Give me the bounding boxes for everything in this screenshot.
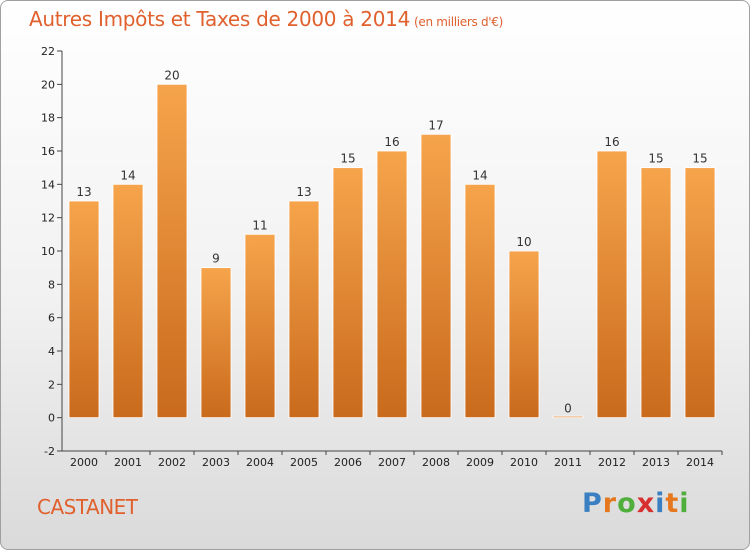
bar <box>68 200 100 419</box>
x-tick-label: 2009 <box>466 456 494 469</box>
data-label: 15 <box>648 152 663 166</box>
bar <box>640 167 672 419</box>
data-label: 17 <box>428 118 443 132</box>
logo-letter: i <box>679 488 690 519</box>
bar <box>112 183 144 419</box>
logo-letter: t <box>665 488 680 519</box>
bar <box>376 150 408 419</box>
data-label: 15 <box>692 152 707 166</box>
y-tick-label: 8 <box>48 278 55 291</box>
x-tick-label: 2007 <box>378 456 406 469</box>
y-tick-label: 18 <box>41 112 55 125</box>
logo-letter: P <box>582 488 603 519</box>
y-tick-label: 0 <box>48 412 55 425</box>
y-tick-label: -2 <box>44 445 55 458</box>
x-tick-label: 2013 <box>642 456 670 469</box>
bar <box>464 183 496 419</box>
y-tick-label: 2 <box>48 378 55 391</box>
x-tick-label: 2002 <box>158 456 186 469</box>
title-text: Autres Impôts et Taxes de 2000 à 2014 <box>29 7 410 31</box>
data-label: 0 <box>564 402 572 416</box>
data-label: 9 <box>212 252 220 266</box>
bar <box>244 233 276 419</box>
data-label: 14 <box>120 168 135 182</box>
y-tick-label: 22 <box>41 45 55 58</box>
x-tick-label: 2012 <box>598 456 626 469</box>
bar <box>156 83 188 419</box>
logo-letter: i <box>655 488 666 519</box>
x-tick-label: 2008 <box>422 456 450 469</box>
bar <box>200 267 232 419</box>
y-tick-label: 6 <box>48 312 55 325</box>
x-tick-label: 2001 <box>114 456 142 469</box>
data-label: 20 <box>164 68 179 82</box>
bar <box>508 250 540 419</box>
x-tick-label: 2005 <box>290 456 318 469</box>
commune-name: CASTANET <box>37 495 138 519</box>
y-tick-label: 12 <box>41 212 55 225</box>
data-label: 13 <box>76 185 91 199</box>
y-tick-label: 14 <box>41 178 55 191</box>
data-label: 11 <box>252 218 267 232</box>
unit-note: (en milliers d'€) <box>414 15 504 29</box>
bar <box>288 200 320 419</box>
logo-letter: x <box>636 488 656 519</box>
y-tick-label: 20 <box>41 78 55 91</box>
data-label: 13 <box>296 185 311 199</box>
data-label: 15 <box>340 152 355 166</box>
x-tick-label: 2014 <box>686 456 714 469</box>
data-label: 16 <box>384 135 399 149</box>
y-tick-label: 10 <box>41 245 55 258</box>
data-label: 16 <box>604 135 619 149</box>
x-tick-label: 2004 <box>246 456 274 469</box>
bar <box>420 133 452 419</box>
logo-letter: r <box>602 488 618 519</box>
x-tick-label: 2011 <box>554 456 582 469</box>
x-tick-label: 2003 <box>202 456 230 469</box>
y-tick-label: 16 <box>41 145 55 158</box>
logo-letter: o <box>617 488 637 519</box>
data-label: 14 <box>472 168 487 182</box>
bar <box>684 167 716 419</box>
bar <box>332 167 364 419</box>
y-tick-label: 4 <box>48 345 55 358</box>
data-label: 10 <box>516 235 531 249</box>
chart-title: Autres Impôts et Taxes de 2000 à 2014 (en… <box>29 7 503 31</box>
x-tick-label: 2000 <box>70 456 98 469</box>
x-tick-label: 2010 <box>510 456 538 469</box>
proxiti-logo: Proxiti <box>582 488 690 519</box>
bar <box>552 415 584 419</box>
bar <box>596 150 628 419</box>
x-tick-label: 2006 <box>334 456 362 469</box>
